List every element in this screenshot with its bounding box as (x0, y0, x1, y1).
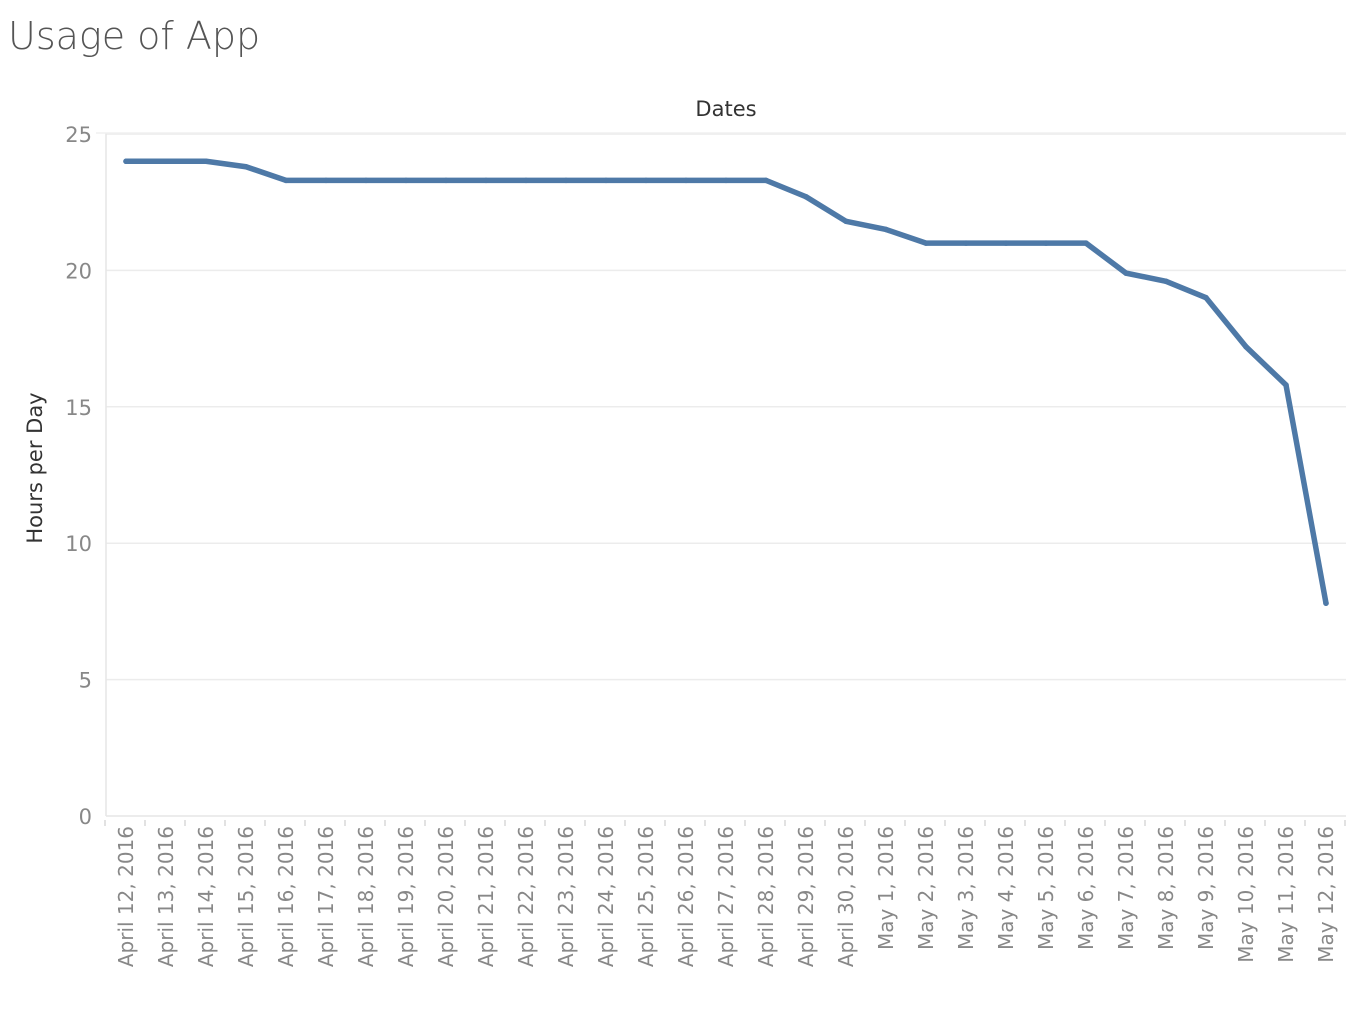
data-point (963, 240, 969, 246)
x-tick-label: April 16, 2016 (274, 826, 298, 967)
chart-title: Usage of App (8, 14, 261, 58)
x-axis-title: Dates (695, 97, 756, 121)
y-tick-labels: 0 5 10 15 20 25 (65, 123, 92, 829)
x-tick-label: April 24, 2016 (594, 826, 618, 967)
data-point (1123, 270, 1129, 276)
data-point (163, 158, 169, 165)
x-tick-label: April 13, 2016 (154, 826, 178, 967)
data-point (123, 158, 129, 165)
data-point (1283, 382, 1289, 388)
x-tick-label: April 18, 2016 (354, 826, 378, 967)
x-tick-label: May 6, 2016 (1074, 826, 1098, 950)
x-tick-label: May 10, 2016 (1234, 826, 1258, 963)
y-tick-label: 0 (79, 805, 92, 829)
x-tick-label: April 15, 2016 (234, 826, 258, 967)
data-point (763, 177, 769, 184)
data-point (443, 177, 449, 184)
data-point (1163, 278, 1169, 285)
x-tick-label: May 5, 2016 (1034, 826, 1058, 950)
data-point (323, 177, 329, 184)
data-point (523, 177, 529, 184)
x-tick-label: May 8, 2016 (1154, 826, 1178, 950)
y-tick-label: 20 (65, 259, 92, 283)
x-tick-label: April 17, 2016 (314, 826, 338, 967)
x-tick-label: April 25, 2016 (634, 826, 658, 967)
x-tick-label: April 23, 2016 (554, 826, 578, 967)
series (123, 158, 1329, 606)
data-point (1243, 344, 1249, 350)
data-point (803, 193, 809, 200)
data-point (203, 158, 209, 165)
y-tick-label: 15 (65, 396, 92, 420)
data-point (1003, 240, 1009, 246)
data-point (363, 177, 369, 184)
y-tick-label: 25 (65, 123, 92, 147)
x-tick-label: May 7, 2016 (1114, 826, 1138, 950)
data-point (1203, 294, 1209, 301)
data-point (283, 177, 289, 184)
x-tick-label: May 12, 2016 (1314, 826, 1338, 963)
data-point (643, 177, 649, 184)
data-point (1043, 240, 1049, 246)
data-point (843, 218, 849, 225)
data-point (603, 177, 609, 184)
data-point (403, 177, 409, 184)
x-tick-label: April 30, 2016 (834, 826, 858, 967)
data-point (243, 163, 249, 170)
x-tick-label: April 14, 2016 (194, 826, 218, 967)
x-tick-label: April 27, 2016 (714, 826, 738, 967)
x-tick-label: April 21, 2016 (474, 826, 498, 967)
x-tick-label: April 20, 2016 (434, 826, 458, 967)
x-tick-labels: April 12, 2016 April 13, 2016 April 14, 20… (114, 826, 1338, 967)
x-tick-label: May 3, 2016 (954, 826, 978, 950)
x-tick-label: April 28, 2016 (754, 826, 778, 967)
x-tick-label: May 9, 2016 (1194, 826, 1218, 950)
x-tick-label: April 26, 2016 (674, 826, 698, 967)
data-point (1083, 240, 1089, 246)
x-tick-label: May 2, 2016 (914, 826, 938, 950)
x-tick-label: April 22, 2016 (514, 826, 538, 967)
x-tick-label: May 11, 2016 (1274, 826, 1298, 963)
series-line (123, 158, 1329, 606)
y-axis-title: Hours per Day (23, 392, 47, 543)
x-tick-label: May 1, 2016 (874, 826, 898, 950)
x-tick-label: April 29, 2016 (794, 826, 818, 967)
data-point (483, 177, 489, 184)
data-point (683, 177, 689, 184)
gridlines (106, 133, 1346, 681)
x-tick-label: April 19, 2016 (394, 826, 418, 967)
data-point (883, 226, 889, 233)
x-tick-label: April 12, 2016 (114, 826, 138, 967)
x-tick-label: May 4, 2016 (994, 826, 1018, 950)
y-tick-label: 10 (65, 532, 92, 556)
data-point (1323, 600, 1329, 606)
data-point (923, 240, 929, 246)
axes (96, 132, 1346, 826)
data-point (723, 177, 729, 184)
data-point (563, 177, 569, 184)
y-tick-label: 5 (79, 669, 92, 693)
